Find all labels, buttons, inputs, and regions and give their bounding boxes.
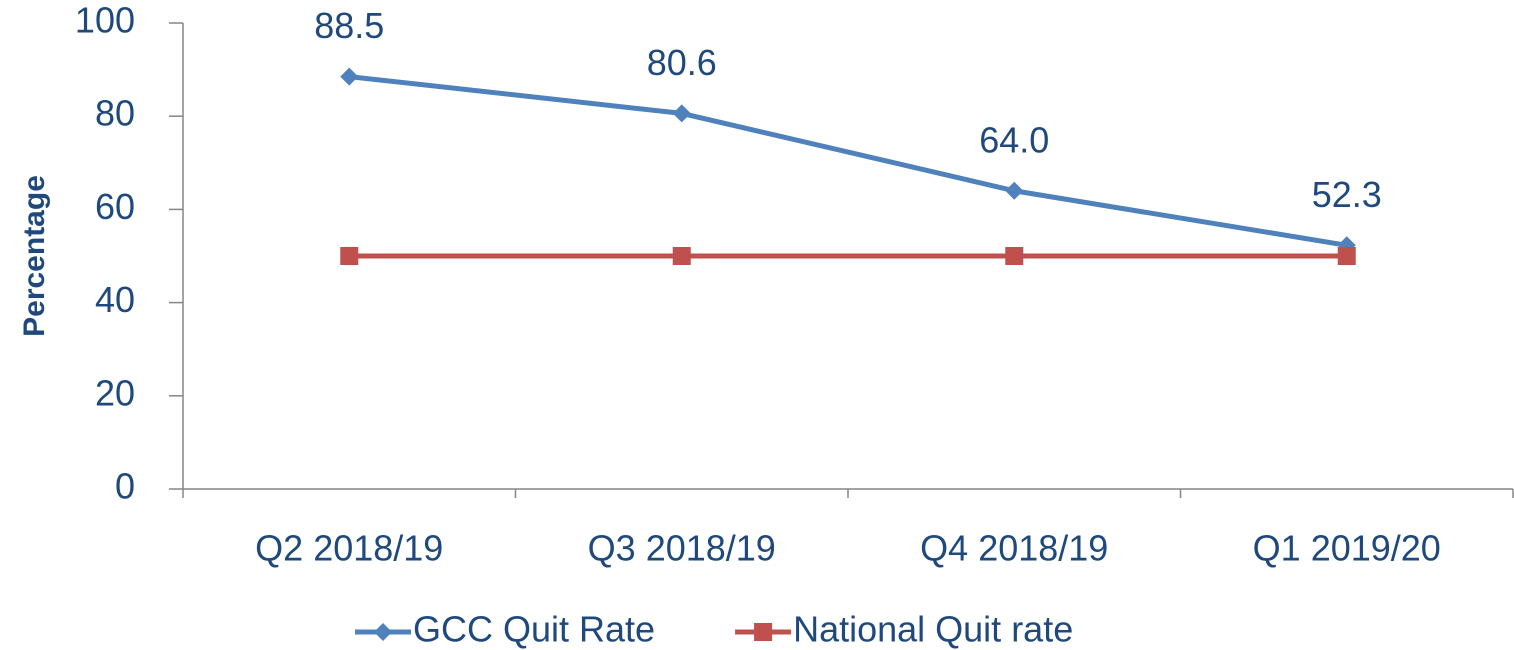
data-point (1337, 247, 1356, 265)
data-point (672, 247, 691, 265)
y-axis-label: Percentage (18, 175, 51, 337)
data-point (1005, 247, 1024, 265)
data-point (340, 247, 359, 265)
x-tick-label: Q1 2019/20 (1253, 528, 1441, 569)
series-line (348, 74, 1348, 248)
data-label: 52.3 (1312, 174, 1382, 215)
y-tick-label: 60 (95, 186, 135, 227)
y-tick-label: 80 (95, 93, 135, 134)
legend-label: GCC Quit Rate (413, 609, 655, 650)
y-tick-label: 100 (75, 0, 135, 41)
data-label: 80.6 (647, 42, 717, 83)
data-label: 88.5 (314, 5, 384, 46)
x-tick-label: Q2 2018/19 (255, 528, 443, 569)
y-tick-label: 20 (95, 372, 135, 413)
legend-label: National Quit rate (793, 609, 1073, 650)
data-point (340, 67, 359, 86)
y-tick-label: 0 (115, 466, 135, 507)
data-point (672, 104, 691, 123)
legend-marker (374, 623, 392, 641)
data-point (1005, 181, 1024, 200)
y-tick-label: 40 (95, 279, 135, 320)
x-tick-label: Q4 2018/19 (920, 528, 1108, 569)
data-label: 64.0 (979, 119, 1049, 160)
x-tick-label: Q3 2018/19 (588, 528, 776, 569)
legend-marker (754, 623, 773, 641)
